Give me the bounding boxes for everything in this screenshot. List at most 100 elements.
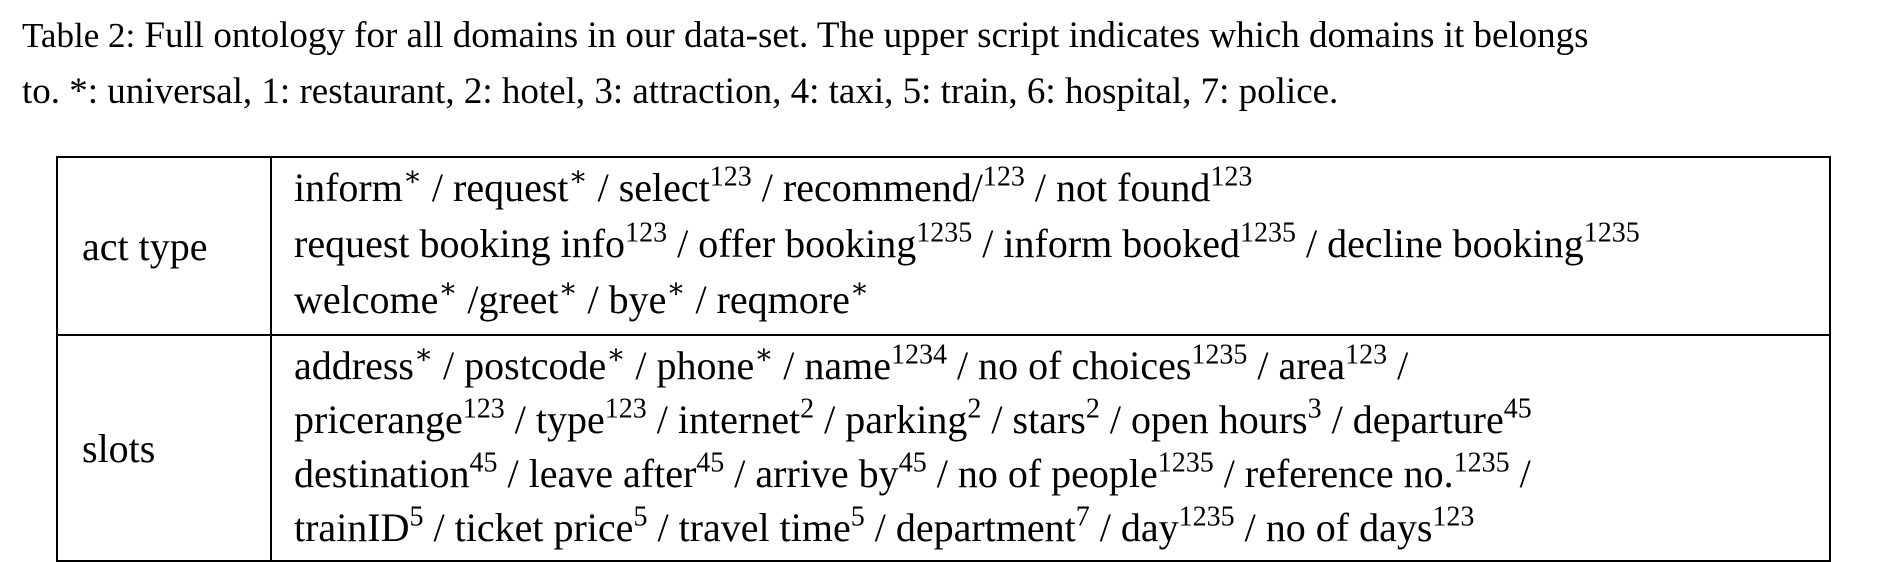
domain-superscript: ∗ xyxy=(666,273,686,305)
term: area xyxy=(1278,343,1346,388)
separator: / xyxy=(1234,505,1266,550)
domain-superscript: 123 xyxy=(1432,501,1475,533)
separator: / xyxy=(667,221,699,266)
term: select xyxy=(618,165,710,210)
domain-superscript: 2 xyxy=(967,393,982,425)
separator: / xyxy=(773,343,805,388)
ontology-table: act type inform∗ / request∗ / select123 … xyxy=(56,156,1831,562)
term: address xyxy=(294,343,414,388)
term: internet xyxy=(677,397,801,442)
domain-superscript: ∗ xyxy=(568,161,588,193)
domain-superscript: 123 xyxy=(625,217,668,249)
domain-superscript: 1235 xyxy=(1191,339,1248,371)
domain-superscript: 45 xyxy=(469,447,498,479)
term: destination xyxy=(294,451,470,496)
separator: / xyxy=(1089,505,1121,550)
table-caption: Table 2: Full ontology for all domains i… xyxy=(22,8,1867,120)
term: recommend/ xyxy=(782,165,983,210)
domain-superscript: ∗ xyxy=(438,273,458,305)
term: travel time xyxy=(678,505,851,550)
caption-label: Table 2: xyxy=(22,16,136,55)
term: greet xyxy=(478,277,559,322)
domain-superscript: 3 xyxy=(1307,393,1322,425)
separator: / xyxy=(751,165,783,210)
separator: / xyxy=(423,505,455,550)
domain-superscript: ∗ xyxy=(402,161,422,193)
term: decline booking xyxy=(1327,221,1584,266)
separator: / xyxy=(457,277,479,322)
domain-superscript: 123 xyxy=(1345,339,1388,371)
term: departure xyxy=(1352,397,1504,442)
separator: / xyxy=(864,505,896,550)
domain-superscript: 45 xyxy=(1503,393,1532,425)
term: stars xyxy=(1012,397,1086,442)
term: no of people xyxy=(957,451,1158,496)
caption-text: Full ontology for all domains in our dat… xyxy=(135,15,1589,56)
domain-superscript: 1235 xyxy=(1583,217,1640,249)
term: not found xyxy=(1055,165,1211,210)
content-line: trainID5 / ticket price5 / travel time5 … xyxy=(294,498,1813,552)
content-line: welcome∗ /greet∗ / bye∗ / reqmore∗ xyxy=(294,270,1813,326)
separator: / xyxy=(1024,165,1056,210)
row-label-act-type: act type xyxy=(56,156,272,336)
domain-superscript: 2 xyxy=(1085,393,1100,425)
separator: / xyxy=(972,221,1004,266)
row-label-slots: slots xyxy=(56,334,272,562)
term: inform booked xyxy=(1003,221,1241,266)
domain-superscript: 1235 xyxy=(1453,447,1510,479)
separator: / xyxy=(433,343,465,388)
term: request booking info xyxy=(294,221,626,266)
caption-line: Table 2: Full ontology for all domains i… xyxy=(22,8,1867,64)
row-content-slots: address∗ / postcode∗ / phone∗ / name1234… xyxy=(270,334,1831,562)
term: welcome xyxy=(294,277,439,322)
term: name xyxy=(804,343,892,388)
separator: / xyxy=(814,397,846,442)
domain-superscript: 45 xyxy=(898,447,927,479)
separator: / xyxy=(1321,397,1353,442)
content-line: request booking info123 / offer booking1… xyxy=(294,214,1813,270)
term: postcode xyxy=(464,343,607,388)
separator: / xyxy=(504,397,536,442)
term: leave after xyxy=(528,451,697,496)
domain-superscript: ∗ xyxy=(413,339,433,371)
separator: / xyxy=(647,505,679,550)
separator: / xyxy=(1296,221,1328,266)
domain-superscript: ∗ xyxy=(606,339,626,371)
separator: / xyxy=(926,451,958,496)
term: pricerange xyxy=(294,397,463,442)
domain-superscript: 7 xyxy=(1075,501,1090,533)
domain-superscript: 1235 xyxy=(1240,217,1297,249)
content-line: pricerange123 / type123 / internet2 / pa… xyxy=(294,390,1813,444)
domain-superscript: ∗ xyxy=(558,273,578,305)
separator: / xyxy=(1247,343,1279,388)
separator: / xyxy=(1509,451,1531,496)
term: ticket price xyxy=(454,505,634,550)
domain-superscript: 1234 xyxy=(891,339,948,371)
separator: / xyxy=(421,165,454,210)
term: type xyxy=(535,397,605,442)
domain-superscript: 1235 xyxy=(916,217,973,249)
domain-superscript: 123 xyxy=(462,393,505,425)
ontology-table-body: act type inform∗ / request∗ / select123 … xyxy=(56,156,1831,562)
term: bye xyxy=(608,277,667,322)
separator: / xyxy=(587,165,619,210)
separator: / xyxy=(981,397,1013,442)
domain-superscript: ∗ xyxy=(754,339,774,371)
term: inform xyxy=(294,165,403,210)
term: reqmore xyxy=(716,277,850,322)
domain-superscript: 123 xyxy=(982,161,1025,193)
domain-superscript: ∗ xyxy=(849,273,869,305)
domain-superscript: 5 xyxy=(409,501,424,533)
separator: / xyxy=(577,277,609,322)
table-row-slots: slots address∗ / postcode∗ / phone∗ / na… xyxy=(56,334,1831,562)
term: reference no. xyxy=(1244,451,1454,496)
term: request xyxy=(453,165,569,210)
separator: / xyxy=(947,343,979,388)
caption-line: to. *: universal, 1: restaurant, 2: hote… xyxy=(22,71,1339,112)
term: department xyxy=(895,505,1076,550)
content-line: destination45 / leave after45 / arrive b… xyxy=(294,444,1813,498)
separator: / xyxy=(497,451,529,496)
separator: / xyxy=(646,397,678,442)
term: arrive by xyxy=(755,451,899,496)
row-content-act-type: inform∗ / request∗ / select123 / recomme… xyxy=(270,156,1831,336)
